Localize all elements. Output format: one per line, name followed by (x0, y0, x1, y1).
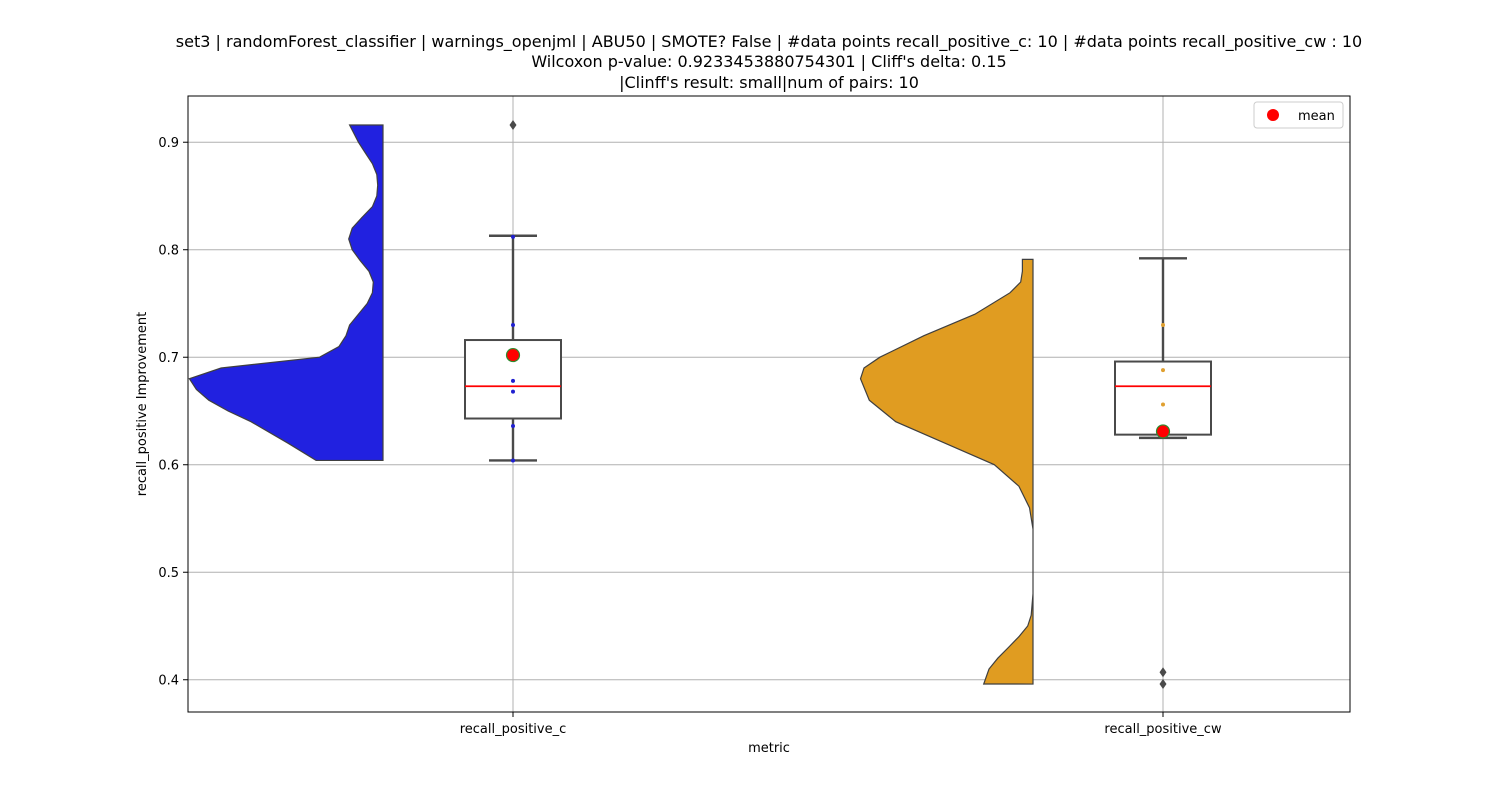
data-point (511, 389, 515, 394)
boxplot-recall_positive_cw (1114, 257, 1212, 690)
plot-frame (187, 95, 1351, 713)
y-tick-label: 0.9 (158, 136, 179, 151)
data-point (1161, 402, 1165, 407)
mean-marker (1155, 424, 1171, 439)
violin-recall_positive_cw (859, 258, 1034, 685)
x-tick-label: recall_positive_cw (1104, 722, 1222, 737)
x-axis-label: metric (748, 741, 790, 756)
y-axis: 0.4 0.5 0.6 0.7 0.8 0.9 (158, 136, 188, 689)
violins (188, 124, 1034, 685)
y-tick-label: 0.8 (158, 244, 179, 259)
y-axis-label: recall_positive Improvement (135, 312, 150, 496)
chart-title-line-3: |Clinff's result: small|num of pairs: 10 (619, 73, 919, 92)
chart-title-line-2: Wilcoxon p-value: 0.9233453880754301 | C… (531, 52, 1006, 71)
iqr-box (1114, 360, 1212, 436)
legend: mean (1253, 101, 1344, 129)
data-point (511, 424, 515, 429)
y-tick-label: 0.4 (158, 674, 179, 689)
legend-frame (1253, 101, 1344, 129)
data-point (511, 234, 515, 239)
y-tick-label: 0.5 (158, 566, 179, 581)
legend-mean-marker (1267, 109, 1279, 121)
data-point (1161, 368, 1165, 373)
legend-mean-label: mean (1298, 109, 1335, 124)
boxplot-recall_positive_c (464, 120, 562, 463)
outlier-marker (1159, 667, 1167, 678)
outlier-marker (509, 120, 517, 131)
mean-marker (505, 347, 521, 363)
x-axis: recall_positive_c recall_positive_cw (460, 712, 1222, 737)
boxplots (464, 120, 1212, 690)
chart-title-block: set3 | randomForest_classifier | warning… (176, 32, 1362, 92)
data-point (511, 322, 515, 327)
data-point (1161, 322, 1165, 327)
y-tick-label: 0.7 (158, 351, 179, 366)
violin-recall_positive_c (188, 124, 384, 462)
data-point (511, 378, 515, 383)
data-point (511, 458, 515, 463)
x-tick-label: recall_positive_c (460, 722, 567, 737)
chart-title-line-1: set3 | randomForest_classifier | warning… (176, 32, 1362, 52)
outlier-marker (1159, 679, 1167, 690)
y-tick-label: 0.6 (158, 459, 179, 474)
